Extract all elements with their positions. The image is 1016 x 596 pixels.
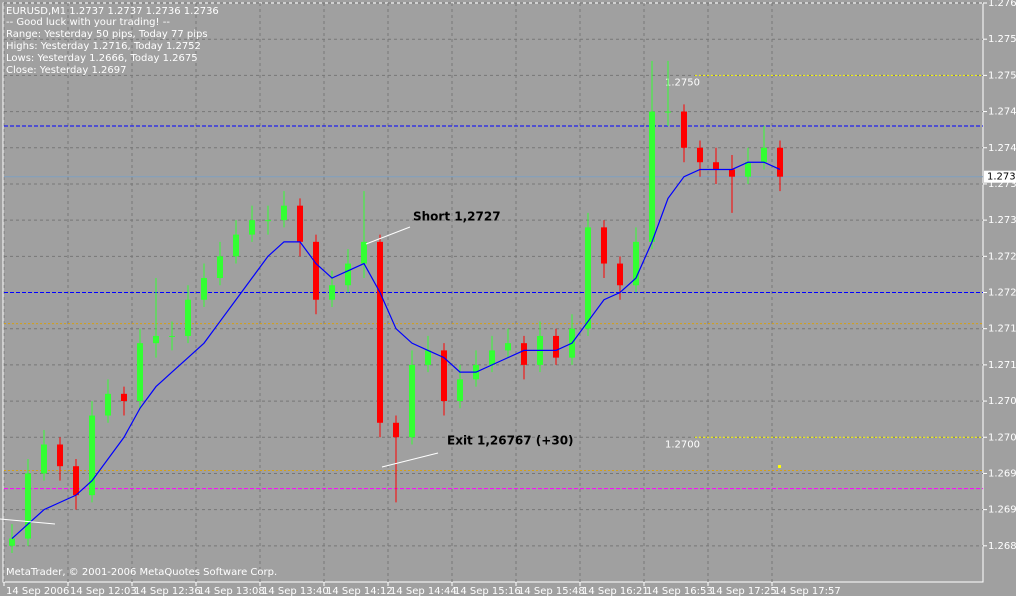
candle-body (745, 162, 751, 177)
candle-body (489, 350, 495, 365)
candle-body (553, 335, 559, 358)
candle-body (41, 444, 47, 474)
candle-body (665, 111, 671, 113)
candle-body (345, 263, 351, 286)
x-tick-label: 14 Sep 2006 (6, 586, 69, 596)
candle-body (329, 285, 335, 300)
trend-line (0, 518, 56, 525)
x-tick-label: 14 Sep 15:16 (454, 586, 521, 596)
annotation-pointer (381, 452, 439, 468)
candle-body (9, 538, 15, 546)
candle-body (249, 220, 255, 235)
candle-body (233, 234, 239, 257)
candle-body (361, 241, 367, 264)
candle-body (425, 350, 431, 365)
level-label: 1.2750 (665, 77, 700, 88)
candle-body (105, 393, 111, 416)
level-label: 1.2700 (665, 439, 700, 450)
info-line: Close: Yesterday 1.2697 (6, 65, 127, 76)
info-line: Range: Yesterday 50 pips, Today 77 pips (6, 29, 208, 40)
candle-body (505, 343, 511, 351)
footer: MetaTrader, © 2001-2006 MetaQuotes Softw… (6, 567, 277, 578)
y-tick-label: 1.2750 (988, 70, 1016, 81)
x-tick-label: 14 Sep 17:57 (774, 586, 841, 596)
y-tick-label: 1.2700 (988, 432, 1016, 443)
x-tick-label: 14 Sep 16:21 (582, 586, 649, 596)
x-tick-label: 14 Sep 14:12 (326, 586, 393, 596)
y-tick-label: 1.2760 (988, 0, 1016, 9)
y-tick-label: 1.2715 (988, 324, 1016, 335)
candle-body (57, 444, 63, 467)
y-tick-label: 1.2755 (988, 34, 1016, 45)
x-tick-label: 14 Sep 13:40 (262, 586, 329, 596)
candle-body (217, 256, 223, 279)
candle-body (697, 147, 703, 163)
candle-body (281, 205, 287, 221)
candle-body (457, 379, 463, 402)
candle-body (761, 147, 767, 163)
candle-body (265, 220, 271, 222)
candle-body (169, 335, 175, 337)
candle-body (73, 466, 79, 496)
current-price-label: 1.2736 (987, 172, 1016, 183)
y-tick-label: 1.2735 (988, 179, 1016, 190)
marker-dot (778, 465, 781, 468)
candle-body (681, 111, 687, 148)
y-tick-label: 1.2710 (988, 360, 1016, 371)
candle-body (89, 415, 95, 496)
y-tick-label: 1.2730 (988, 215, 1016, 226)
candle-body (777, 147, 783, 177)
candle-body (25, 473, 31, 539)
info-line: Highs: Yesterday 1.2716, Today 1.2752 (6, 41, 201, 52)
candle-body (729, 169, 735, 177)
y-tick-label: 1.2695 (988, 468, 1016, 479)
y-tick-label: 1.2705 (988, 396, 1016, 407)
x-tick-label: 14 Sep 14:44 (390, 586, 457, 596)
candle-body (441, 350, 447, 402)
candle-body (377, 241, 383, 423)
x-tick-label: 14 Sep 15:48 (518, 586, 585, 596)
info-line: -- Good luck with your trading! -- (6, 17, 170, 28)
x-tick-label: 14 Sep 13:08 (198, 586, 265, 596)
x-tick-label: 14 Sep 17:25 (710, 586, 777, 596)
y-tick-label: 1.2690 (988, 505, 1016, 516)
annotation: Exit 1,26767 (+30) (447, 434, 574, 448)
current-price-box (984, 170, 1016, 183)
chart-title: EURUSD,M1 1.2737 1.2737 1.2736 1.2736 (6, 6, 219, 17)
y-tick-label: 1.2740 (988, 143, 1016, 154)
candle-body (633, 241, 639, 286)
y-tick-label: 1.2725 (988, 251, 1016, 262)
x-tick-label: 14 Sep 12:36 (134, 586, 201, 596)
candle-body (649, 111, 655, 242)
candle-body (713, 162, 719, 170)
plot-layer: 1.2685 1.2690 1.2695 1.2700 1.2705 1.2710 1.27… (3, 0, 1016, 596)
candle-body (137, 343, 143, 402)
candle-body (617, 263, 623, 286)
annotation: Short 1,2727 (413, 210, 501, 224)
candle-body (153, 335, 159, 344)
candle-body (585, 227, 591, 329)
candle-body (601, 227, 607, 264)
candle-body (297, 205, 303, 242)
y-tick-label: 1.2745 (988, 107, 1016, 118)
candle-body (409, 364, 415, 438)
moving-average (11, 161, 781, 540)
y-tick-label: 1.2685 (988, 541, 1016, 552)
annotation-pointer (365, 226, 411, 245)
candle-body (121, 393, 127, 402)
candle-body (521, 343, 527, 365)
info-line: Lows: Yesterday 1.2666, Today 1.2675 (6, 53, 198, 64)
candle-body (201, 278, 207, 300)
x-tick-label: 14 Sep 16:53 (646, 586, 713, 596)
x-tick-label: 14 Sep 12:03 (70, 586, 137, 596)
y-tick-label: 1.2720 (988, 288, 1016, 299)
candle-body (185, 299, 191, 336)
candle-body (393, 422, 399, 438)
candle-body (313, 241, 319, 300)
